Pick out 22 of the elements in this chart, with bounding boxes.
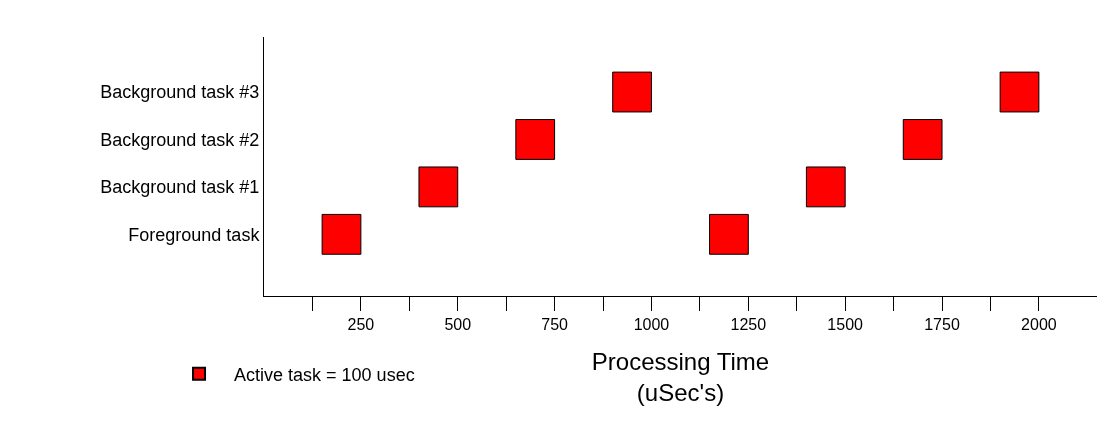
x-tick-label: 1750 <box>924 316 960 334</box>
x-tick-label: 1250 <box>730 316 767 334</box>
bar <box>612 71 652 113</box>
x-tick-label: 2000 <box>1021 316 1057 334</box>
bar <box>321 213 362 255</box>
bar <box>999 71 1040 113</box>
x-axis-title: Processing Time (uSec's) <box>591 347 770 406</box>
bar <box>709 213 749 255</box>
x-tick-label: 1000 <box>633 316 670 334</box>
x-tick-label: 500 <box>444 316 472 334</box>
bar <box>418 166 459 208</box>
y-tick-label: Background task #2 <box>100 129 260 150</box>
y-tick-label: Background task #3 <box>100 82 260 103</box>
y-tick-label: Foreground task <box>128 224 261 245</box>
bar <box>902 119 943 160</box>
bar <box>515 119 556 160</box>
y-tick-label: Background task #1 <box>100 177 260 198</box>
legend-label: Active task = 100 usec <box>234 364 415 385</box>
x-tick-label: 250 <box>347 316 375 334</box>
x-tick-label: 1500 <box>827 316 864 334</box>
x-tick-label: 750 <box>541 316 569 334</box>
bar <box>805 166 846 208</box>
